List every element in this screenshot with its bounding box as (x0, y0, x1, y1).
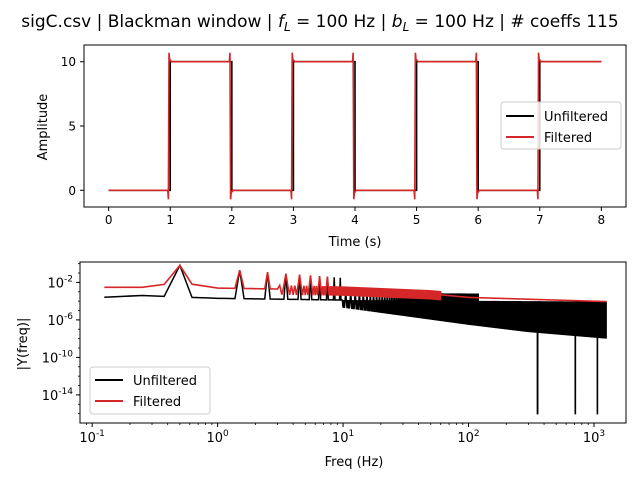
time-x-tick-label: 1 (166, 213, 174, 227)
frequency-domain-axes: 10-1 100 101 102 103 10-2 10-6 10-10 10-14 Freq… (16, 261, 627, 470)
time-y-tick-label: 5 (68, 120, 76, 134)
frequency-axes-frame (79, 261, 627, 424)
time-legend: Unfiltered Filtered (500, 101, 622, 150)
time-x-tick-label: 7 (536, 213, 544, 227)
time-y-ticks: 0 5 10 (61, 55, 84, 198)
time-x-tick-label: 5 (413, 213, 421, 227)
time-x-tick-label: 0 (105, 213, 113, 227)
frequency-y-tick-label: 10-6 (47, 312, 73, 329)
time-x-ticks: 0 1 2 3 4 5 6 7 8 (105, 207, 605, 227)
frequency-series-unfiltered (104, 263, 607, 415)
frequency-x-axis-label: Freq (Hz) (325, 455, 384, 470)
time-y-tick-label: 10 (61, 55, 76, 69)
time-y-axis-label: Amplitude (36, 94, 51, 161)
figure-title: sigC.csv | Blackman window | fL = 100 Hz… (21, 12, 618, 34)
time-x-tick-label: 4 (351, 213, 359, 227)
frequency-y-ticks: 10-2 10-6 10-10 10-14 (42, 263, 80, 415)
frequency-y-axis-label: |Y(freq)| (16, 318, 31, 371)
frequency-legend-box (89, 366, 211, 415)
time-y-tick-label: 0 (68, 184, 76, 198)
frequency-x-tick-label: 102 (457, 429, 479, 446)
time-x-tick-label: 2 (228, 213, 236, 227)
time-plot-lines (108, 52, 602, 200)
frequency-x-tick-label: 100 (206, 429, 229, 446)
time-legend-label-filtered: Filtered (544, 131, 592, 146)
frequency-plot-lines (104, 263, 607, 415)
frequency-y-tick-label: 10-10 (42, 349, 74, 366)
frequency-x-tick-label: 10-1 (79, 429, 105, 446)
time-domain-axes: 0 1 2 3 4 5 6 7 8 0 5 10 Time (s) Amplitude Unfilt… (36, 44, 627, 250)
time-x-tick-label: 3 (290, 213, 298, 227)
frequency-y-tick-label: 10-14 (42, 387, 74, 404)
time-x-tick-label: 8 (598, 213, 606, 227)
frequency-x-ticks: 10-1 100 101 102 103 (79, 423, 605, 446)
time-x-tick-label: 6 (474, 213, 482, 227)
frequency-legend-label-filtered: Filtered (133, 395, 181, 410)
frequency-y-tick-label: 10-2 (47, 274, 73, 291)
frequency-legend-label-unfiltered: Unfiltered (133, 374, 197, 389)
time-series-filtered (108, 52, 602, 200)
time-legend-label-unfiltered: Unfiltered (544, 110, 608, 125)
time-x-axis-label: Time (s) (328, 235, 382, 250)
frequency-x-tick-label: 101 (332, 429, 354, 446)
frequency-x-tick-label: 103 (583, 429, 605, 446)
frequency-series-filtered (104, 264, 607, 303)
frequency-legend: Unfiltered Filtered (89, 366, 211, 415)
